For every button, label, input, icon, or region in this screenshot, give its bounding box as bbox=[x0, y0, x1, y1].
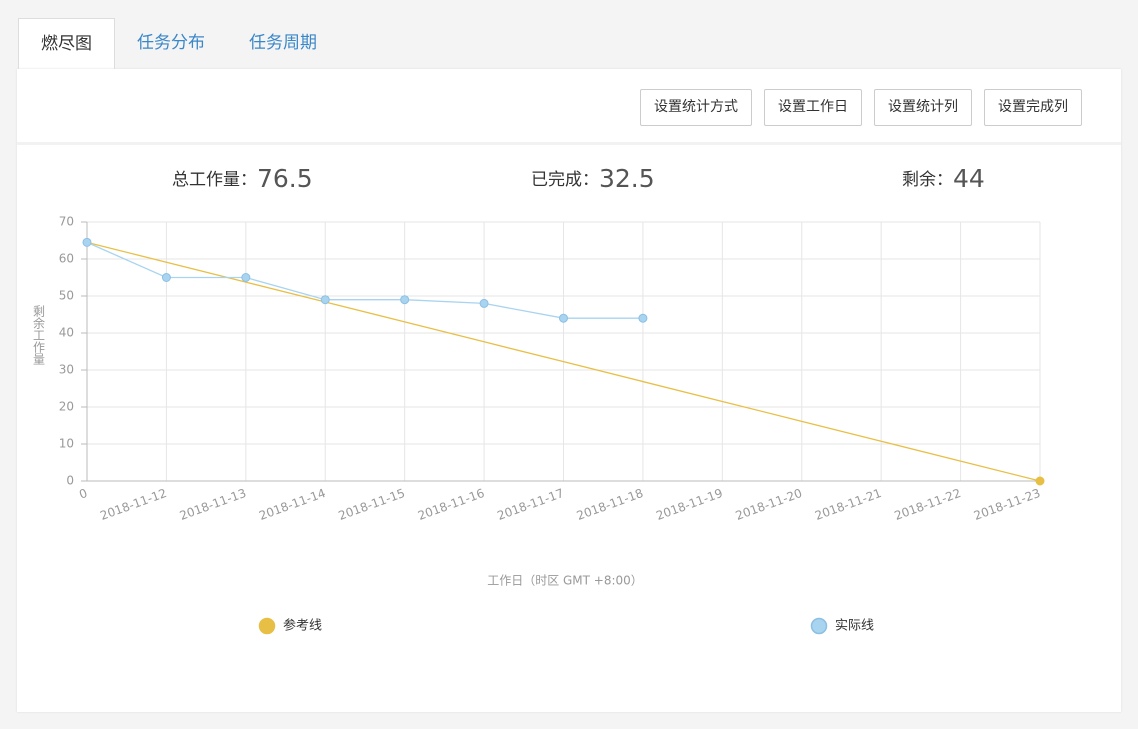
y-tick-label: 60 bbox=[59, 252, 74, 266]
x-tick-label: 2018-11-22 bbox=[892, 486, 962, 523]
y-tick-label: 0 bbox=[66, 474, 74, 488]
data-point bbox=[161, 273, 171, 282]
data-point bbox=[82, 237, 92, 247]
stat: 剩余：44 bbox=[902, 164, 985, 193]
x-tick-label: 2018-11-12 bbox=[98, 486, 168, 523]
x-tick-label: 2018-11-16 bbox=[416, 486, 486, 523]
y-tick-label: 20 bbox=[59, 400, 74, 414]
x-axis-label: 工作日（时区 GMT +8:00） bbox=[487, 574, 643, 588]
x-tick-label: 2018-11-18 bbox=[575, 486, 645, 523]
x-tick-label: 2018-11-14 bbox=[257, 486, 327, 523]
legend-label: 实际线 bbox=[835, 619, 874, 634]
stat-value: 44 bbox=[953, 164, 985, 193]
x-tick-label: 2018-11-17 bbox=[495, 486, 565, 523]
y-axis-label: 剩余工作量 bbox=[32, 305, 46, 365]
stat-value: 32.5 bbox=[599, 164, 655, 193]
x-tick-label: 2018-11-15 bbox=[337, 486, 407, 523]
button[interactable]: 设置统计列 bbox=[874, 89, 972, 126]
button[interactable]: 设置工作日 bbox=[764, 89, 862, 126]
x-tick-label: 0 bbox=[77, 486, 89, 502]
data-point bbox=[479, 298, 489, 308]
y-tick-label: 10 bbox=[59, 437, 74, 451]
series-line bbox=[86, 241, 1041, 482]
button[interactable]: 设置完成列 bbox=[984, 89, 1082, 126]
x-tick-label: 2018-11-20 bbox=[734, 486, 804, 523]
data-point bbox=[241, 273, 251, 282]
data-point bbox=[559, 313, 568, 323]
data-point bbox=[320, 295, 330, 305]
tab[interactable]: 燃尽图 bbox=[18, 18, 115, 71]
stat: 已完成：32.5 bbox=[531, 164, 655, 193]
y-tick-label: 40 bbox=[59, 326, 74, 340]
y-tick-label: 30 bbox=[59, 363, 74, 377]
series-line bbox=[86, 241, 643, 319]
toolbar: 设置统计方式 设置工作日 设置统计列 设置完成列 bbox=[640, 89, 1082, 126]
panel: 设置统计方式 设置工作日 设置统计列 设置完成列 bbox=[17, 69, 1121, 712]
button[interactable]: 设置统计方式 bbox=[640, 89, 752, 126]
legend-label: 参考线 bbox=[283, 618, 322, 634]
x-tick-label: 2018-11-19 bbox=[654, 486, 724, 523]
legend-swatch bbox=[810, 617, 828, 635]
tab-bar: 燃尽图 任务分布 任务周期 bbox=[18, 18, 339, 71]
stat-label: 已完成： bbox=[531, 170, 599, 190]
legend-swatch bbox=[258, 617, 276, 635]
stat-value: 76.5 bbox=[257, 164, 313, 193]
stat-label: 剩余： bbox=[902, 170, 953, 190]
y-tick-label: 70 bbox=[59, 215, 74, 229]
tab[interactable]: 任务周期 bbox=[249, 33, 317, 53]
tab[interactable]: 任务分布 bbox=[137, 33, 205, 53]
x-tick-label: 2018-11-13 bbox=[178, 486, 248, 523]
data-point bbox=[1035, 476, 1045, 486]
x-tick-label: 2018-11-23 bbox=[972, 486, 1042, 523]
stat-label: 总工作量： bbox=[172, 170, 257, 190]
separator bbox=[17, 142, 1121, 145]
stat: 总工作量：76.5 bbox=[172, 164, 313, 193]
x-tick-label: 2018-11-21 bbox=[813, 486, 883, 523]
y-tick-label: 50 bbox=[59, 289, 74, 303]
data-point bbox=[638, 313, 648, 323]
data-point bbox=[400, 295, 410, 305]
